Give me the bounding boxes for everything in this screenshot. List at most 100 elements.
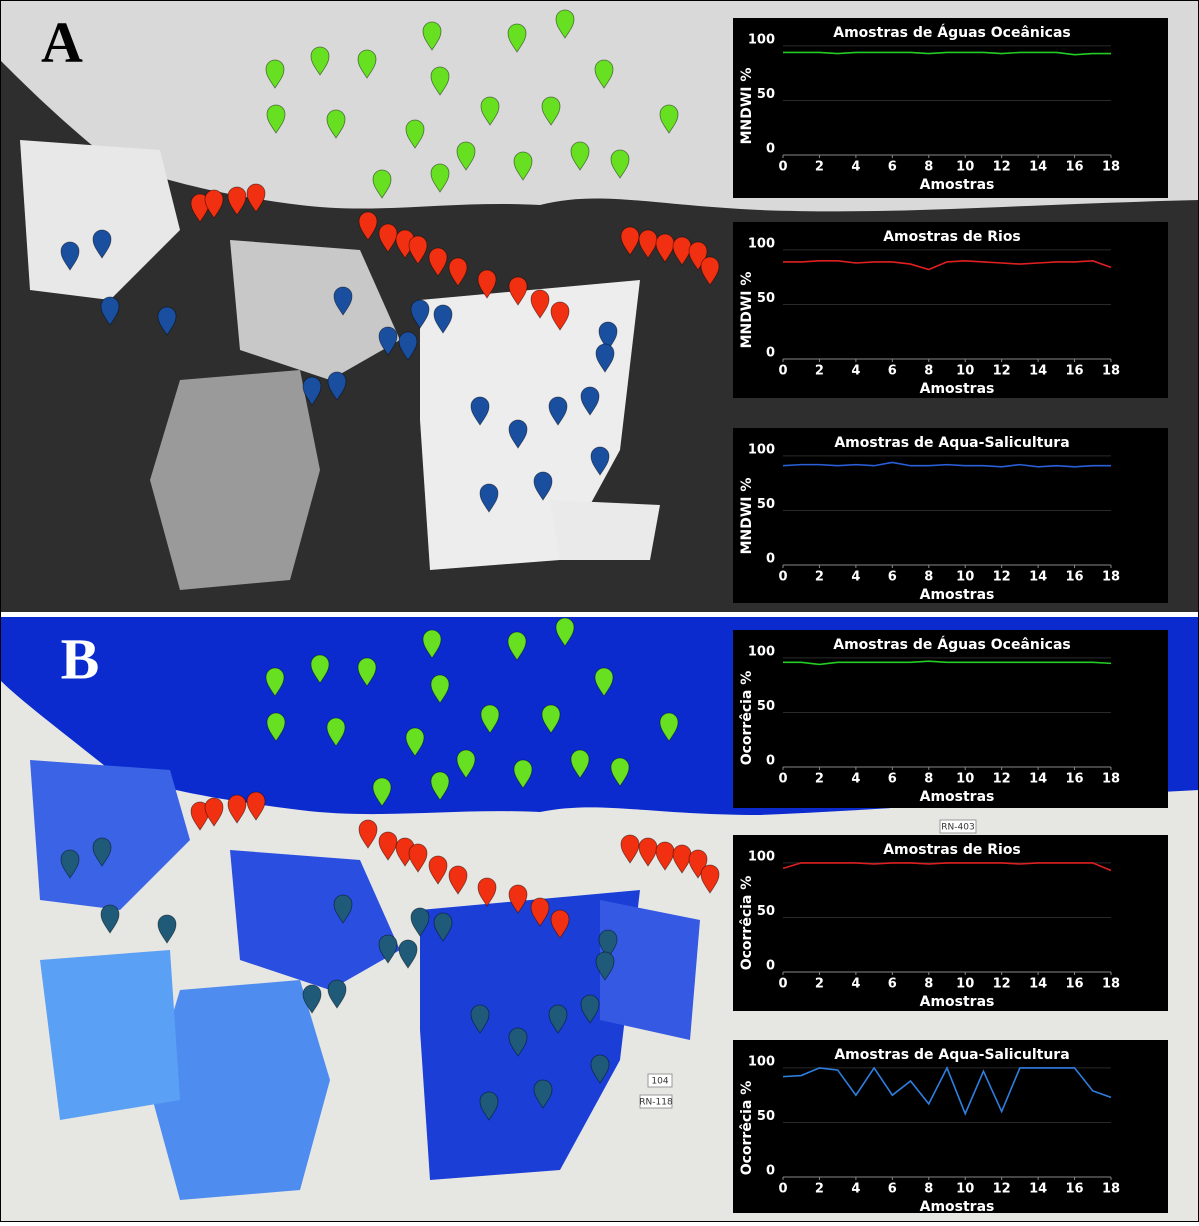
- pin: [310, 46, 330, 76]
- x-tick-label: 2: [815, 570, 824, 585]
- x-tick-label: 12: [993, 364, 1011, 379]
- pin: [408, 843, 428, 873]
- pin: [508, 1027, 528, 1057]
- x-tick-label: 4: [851, 364, 860, 379]
- pin: [541, 96, 561, 126]
- line-series: [783, 260, 1112, 271]
- pin: [638, 229, 658, 259]
- pin: [266, 712, 286, 742]
- x-tick-label: 10: [956, 977, 974, 992]
- pin: [448, 865, 468, 895]
- pin: [580, 994, 600, 1024]
- chart: Amostras de Águas Oceânicas MNDWI % Amostr…: [733, 18, 1168, 198]
- x-tick-label: 4: [851, 977, 860, 992]
- x-tick-label: 8: [924, 160, 933, 175]
- pin: [333, 286, 353, 316]
- x-tick-label: 18: [1102, 772, 1120, 787]
- x-tick-label: 12: [993, 977, 1011, 992]
- pin: [433, 304, 453, 334]
- y-tick-label: 50: [757, 1109, 775, 1124]
- pin: [590, 1054, 610, 1084]
- x-tick-label: 10: [956, 160, 974, 175]
- pin: [548, 396, 568, 426]
- y-tick-label: 100: [748, 849, 775, 864]
- pin: [480, 704, 500, 734]
- pin: [433, 912, 453, 942]
- line-series: [782, 862, 1112, 872]
- line-series: [783, 51, 1111, 56]
- pin: [508, 884, 528, 914]
- pin: [508, 276, 528, 306]
- pin: [513, 151, 533, 181]
- y-tick-label: 100: [748, 442, 775, 457]
- x-tick-label: 16: [1066, 977, 1084, 992]
- chart-title: Amostras de Águas Oceânicas: [833, 636, 1070, 653]
- y-tick-label: 0: [766, 959, 775, 974]
- pin: [92, 837, 112, 867]
- chart: Amostras de Aqua-Salicultura MNDWI % Amost…: [733, 428, 1168, 603]
- pin: [378, 223, 398, 253]
- chart: Amostras de Águas Oceânicas Ocorrêcia % Am…: [733, 630, 1168, 808]
- y-tick-label: 0: [766, 754, 775, 769]
- y-tick-label: 100: [748, 32, 775, 47]
- pin: [428, 247, 448, 277]
- x-tick-label: 18: [1102, 160, 1120, 175]
- y-axis-label: Ocorrêcia %: [739, 671, 755, 766]
- pin: [610, 757, 630, 787]
- x-tick-label: 0: [778, 977, 787, 992]
- x-tick-label: 16: [1066, 364, 1084, 379]
- x-tick-label: 18: [1102, 364, 1120, 379]
- pin: [513, 759, 533, 789]
- pin: [430, 66, 450, 96]
- pin: [265, 59, 285, 89]
- x-tick-label: 16: [1066, 160, 1084, 175]
- y-axis-label: MNDWI %: [739, 68, 755, 145]
- x-tick-label: 0: [778, 570, 787, 585]
- pin: [507, 631, 527, 661]
- x-axis-label: Amostras: [920, 994, 995, 1010]
- y-tick-label: 0: [766, 142, 775, 157]
- pin: [620, 226, 640, 256]
- pin: [477, 269, 497, 299]
- pin: [227, 186, 247, 216]
- pin: [410, 299, 430, 329]
- x-tick-label: 6: [888, 977, 897, 992]
- x-tick-label: 2: [815, 772, 824, 787]
- x-tick-label: 10: [956, 570, 974, 585]
- pin: [550, 909, 570, 939]
- pin: [550, 301, 570, 331]
- pin: [533, 471, 553, 501]
- pin: [372, 169, 392, 199]
- x-tick-label: 14: [1029, 570, 1047, 585]
- x-tick-label: 18: [1102, 570, 1120, 585]
- chart: Amostras de Aqua-Salicultura Ocorrêcia % A…: [733, 1040, 1168, 1215]
- chart-background: [733, 18, 1168, 198]
- x-tick-label: 16: [1066, 570, 1084, 585]
- x-tick-label: 16: [1066, 1182, 1084, 1197]
- pin: [448, 257, 468, 287]
- chart-background: [733, 222, 1168, 398]
- x-axis-label: Amostras: [920, 789, 995, 805]
- pin: [60, 241, 80, 271]
- pin: [659, 104, 679, 134]
- pin: [430, 163, 450, 193]
- chart-background: [733, 428, 1168, 603]
- pin: [327, 979, 347, 1009]
- pin: [598, 321, 618, 351]
- pin: [357, 657, 377, 687]
- pin: [555, 9, 575, 39]
- y-axis-label: MNDWI %: [739, 478, 755, 555]
- pin: [327, 371, 347, 401]
- x-axis-label: Amostras: [920, 1199, 995, 1215]
- x-axis-label: Amostras: [920, 587, 995, 603]
- x-axis-label: Amostras: [920, 177, 995, 193]
- pin: [204, 797, 224, 827]
- pin: [595, 951, 615, 981]
- y-tick-label: 50: [757, 699, 775, 714]
- pin: [422, 629, 442, 659]
- pin: [227, 794, 247, 824]
- pin: [422, 21, 442, 51]
- pin: [477, 877, 497, 907]
- road-label: RN-118: [639, 1098, 673, 1108]
- x-tick-label: 6: [888, 160, 897, 175]
